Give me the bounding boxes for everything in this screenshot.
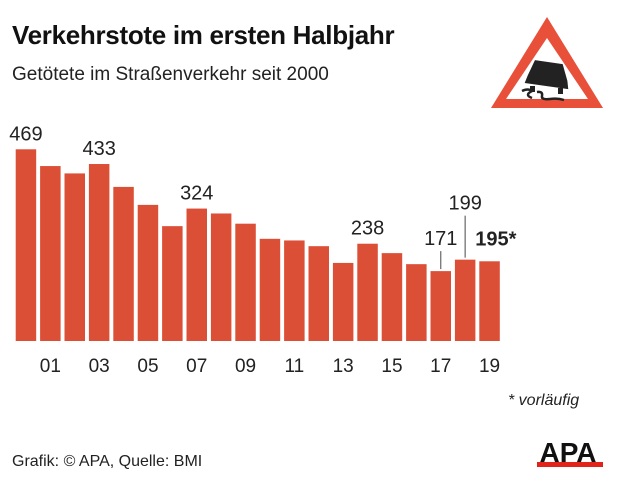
- bar-2014: [357, 243, 378, 341]
- bar-2003: [88, 164, 110, 341]
- bar-2017: [430, 271, 451, 341]
- bar-2011: [284, 240, 305, 341]
- x-tick-label: 07: [186, 356, 207, 377]
- source-credit: Grafik: © APA, Quelle: BMI: [12, 453, 203, 470]
- x-tick-label: 19: [479, 356, 500, 377]
- bar-2005: [137, 204, 159, 341]
- x-tick-label: 01: [40, 356, 61, 377]
- bar-2002: [64, 173, 85, 341]
- bar-2012: [308, 246, 329, 341]
- x-tick-label: 13: [333, 356, 354, 377]
- data-label-2000: 469: [9, 123, 42, 145]
- x-tick-label: 17: [430, 356, 451, 377]
- bar-2006: [162, 226, 183, 341]
- bar-2001: [40, 166, 61, 341]
- bar-2015: [381, 253, 403, 341]
- data-label-2017: 171: [424, 228, 457, 250]
- x-tick-label: 15: [381, 356, 402, 377]
- bar-2018: [454, 259, 476, 341]
- footnote: * vorläufig: [508, 392, 580, 409]
- bar-2009: [235, 223, 256, 341]
- bar-2000: [15, 149, 37, 341]
- bar-2019: [479, 261, 500, 341]
- slippery-road-warning-sign-icon: [491, 17, 603, 108]
- data-label-2019: 195*: [475, 228, 516, 250]
- data-label-2018: 199: [448, 193, 481, 215]
- apa-logo: APA: [537, 437, 603, 468]
- x-tick-label: 05: [137, 356, 158, 377]
- data-label-2007: 324: [180, 183, 213, 205]
- bar-2016: [406, 264, 427, 341]
- x-tick-label: 03: [89, 356, 110, 377]
- chart-title: Verkehrstote im ersten Halbjahr: [12, 20, 395, 50]
- x-tick-label: 09: [235, 356, 256, 377]
- bar-2010: [259, 238, 281, 341]
- bar-2013: [332, 262, 354, 341]
- bar-2007: [186, 208, 207, 341]
- data-label-2003: 433: [82, 138, 115, 160]
- chart-subtitle: Getötete im Straßenverkehr seit 2000: [12, 64, 329, 85]
- bar-2004: [113, 186, 134, 341]
- x-tick-label: 11: [284, 356, 304, 377]
- data-label-2014: 238: [351, 218, 384, 240]
- bar-2008: [210, 213, 232, 341]
